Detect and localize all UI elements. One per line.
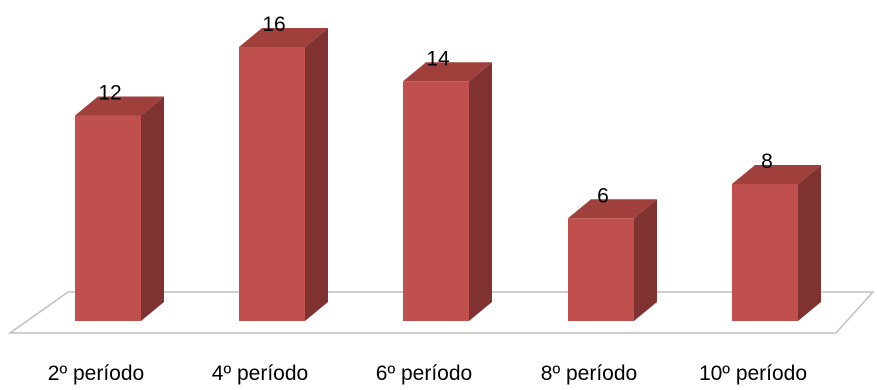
category-label-5: 10º período bbox=[699, 362, 807, 385]
bar-5 bbox=[732, 165, 821, 321]
category-label-2: 4º período bbox=[212, 362, 308, 385]
data-label-5: 8 bbox=[761, 150, 773, 173]
chart-floor bbox=[7, 291, 875, 334]
data-label-2: 16 bbox=[262, 13, 285, 36]
bar-1 bbox=[75, 96, 164, 321]
bar-front-face bbox=[403, 81, 469, 321]
bar-side-face bbox=[634, 199, 657, 321]
category-label-4: 8º período bbox=[541, 362, 637, 385]
bar-top-face bbox=[403, 62, 492, 82]
data-label-1: 12 bbox=[98, 82, 121, 105]
bar-front-face bbox=[568, 218, 634, 321]
bar-top-face bbox=[75, 96, 164, 116]
bar-top-face bbox=[568, 199, 657, 219]
bar-front-face bbox=[239, 47, 305, 321]
bar-2 bbox=[239, 28, 328, 321]
bar-side-face bbox=[141, 96, 164, 321]
category-label-1: 2º período bbox=[48, 362, 144, 385]
bar-side-face bbox=[305, 28, 328, 321]
bar-top-face bbox=[732, 165, 821, 184]
bar-side-face bbox=[469, 62, 492, 321]
bar-front-face bbox=[75, 115, 141, 321]
data-label-3: 14 bbox=[426, 47, 450, 70]
data-label-4: 6 bbox=[597, 184, 609, 207]
bar-side-face bbox=[798, 165, 821, 321]
bar-4 bbox=[568, 199, 657, 321]
bar-front-face bbox=[732, 184, 798, 321]
category-label-3: 6º período bbox=[376, 362, 472, 385]
bar-top-face bbox=[239, 28, 328, 47]
bar-3 bbox=[403, 62, 492, 321]
